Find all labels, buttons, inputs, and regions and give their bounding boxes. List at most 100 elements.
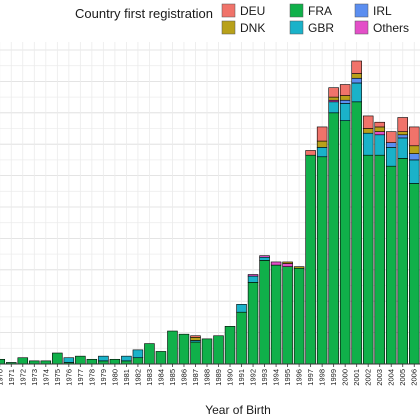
legend-label-fra: FRA	[308, 4, 332, 18]
bar-segment-fra-1997	[305, 154, 316, 365]
bar-segment-gbr-1991	[236, 304, 247, 313]
bar-segment-fra-1988	[201, 338, 213, 365]
bar-segment-fra-2004	[385, 165, 397, 365]
x-tick-label: 2001	[352, 369, 361, 386]
bar-segment-gbr-2002	[362, 132, 374, 156]
bar-segment-gbr-2004	[385, 147, 397, 167]
bar-segment-fra-1982	[132, 357, 144, 365]
bar-segment-fra-2001	[351, 101, 362, 365]
bar-segment-others-1994	[270, 261, 282, 266]
bar-segment-fra-1986	[178, 333, 190, 365]
bar-segment-deu-1987	[190, 335, 201, 338]
bar-segment-fra-1972	[17, 357, 29, 365]
bar-segment-dnk-2001	[351, 73, 362, 79]
x-tick-label: 1976	[64, 369, 73, 386]
bar-segment-irl-2004	[385, 142, 397, 148]
bar-segment-deu-2005	[397, 117, 408, 132]
bars	[0, 60, 420, 365]
bar-segment-deu-2004	[385, 131, 397, 143]
bar-segment-others-1993	[259, 255, 270, 258]
x-tick-label: 1991	[237, 369, 246, 386]
bar-segment-fra-1983	[144, 343, 155, 365]
bar-segment-deu-2001	[351, 60, 362, 74]
x-tick-label: 1984	[156, 369, 165, 386]
x-tick-label: 1990	[226, 369, 235, 386]
bar-segment-dnk-2006	[408, 145, 420, 154]
x-tick-label: 1986	[179, 369, 188, 386]
bar-segment-fra-1992	[247, 282, 259, 365]
bar-segment-dnk-1996	[293, 266, 305, 269]
legend-label-dnk: DNK	[240, 21, 265, 35]
bar-segment-fra-1994	[270, 264, 282, 365]
bar-segment-gbr-1992	[247, 275, 259, 283]
x-tick-label: 1979	[99, 369, 108, 386]
x-tick-label: 1973	[30, 369, 39, 386]
bar-segment-fra-1990	[224, 326, 236, 365]
bar-segment-fra-1970	[0, 358, 6, 365]
x-tick-label: 1987	[191, 369, 200, 386]
x-axis-title: Year of Birth	[205, 403, 271, 417]
bar-segment-gbr-1998	[316, 147, 328, 158]
x-tick-label: 2003	[375, 369, 384, 386]
x-tick-label: 1997	[306, 369, 315, 386]
bar-segment-dnk-1998	[316, 140, 328, 148]
bar-segment-gbr-1982	[132, 349, 144, 359]
bar-segment-irl-2000	[339, 99, 351, 104]
bar-segment-fra-2000	[339, 120, 351, 365]
bar-segment-others-1992	[247, 274, 259, 277]
legend-label-irl: IRL	[373, 4, 392, 18]
bar-segment-fra-1985	[167, 330, 178, 365]
legend-swatch-irl	[354, 3, 369, 18]
bar-segment-irl-2001	[351, 77, 362, 84]
bar-segment-deu-1998	[316, 126, 328, 142]
x-tick-label: 1977	[76, 369, 85, 386]
bar-segment-fra-1978	[86, 358, 98, 365]
bar-segment-gbr-1999	[328, 101, 339, 114]
bar-segment-dnk-2002	[362, 128, 374, 134]
x-tick-label: 1974	[41, 369, 50, 386]
bar-segment-gbr-2005	[397, 137, 408, 159]
bar-segment-fra-1977	[75, 355, 86, 365]
bar-segment-fra-1984	[155, 351, 167, 365]
bar-segment-gbr-1981	[121, 355, 132, 362]
bar-segment-fra-2003	[374, 154, 385, 365]
x-tick-label: 1975	[53, 369, 62, 386]
bar-segment-dnk-2000	[339, 95, 351, 101]
bar-segment-fra-1991	[236, 311, 247, 365]
x-tick-label: 1999	[329, 369, 338, 386]
x-tick-label: 1971	[7, 369, 16, 386]
bar-segment-fra-1999	[328, 112, 339, 365]
bar-segment-deu-2006	[408, 126, 420, 147]
x-tick-label: 1981	[122, 369, 131, 386]
bar-segment-gbr-1976	[63, 357, 75, 363]
legend-swatch-gbr	[289, 20, 304, 35]
bar-segment-gbr-1993	[259, 256, 270, 261]
bar-segment-others-1995	[282, 263, 293, 267]
legend-label-others: Others	[373, 21, 409, 35]
bar-segment-gbr-2006	[408, 159, 420, 184]
legend-swatch-fra	[289, 3, 304, 18]
x-tick-label: 1995	[283, 369, 292, 386]
legend-swatch-dnk	[221, 20, 236, 35]
x-tick-label: 2000	[341, 369, 350, 386]
bar-segment-fra-2006	[408, 183, 420, 365]
x-tick-label: 1972	[18, 369, 27, 386]
bar-segment-deu-1997	[305, 150, 316, 156]
bar-segment-dnk-1995	[282, 261, 293, 264]
x-tick-label: 1980	[110, 369, 119, 386]
bar-segment-irl-2006	[408, 153, 420, 161]
bar-segment-gbr-2000	[339, 103, 351, 121]
x-tick-label: 1978	[87, 369, 96, 386]
x-tick-label: 1988	[203, 369, 212, 386]
bar-segment-fra-1987	[190, 341, 201, 365]
legend-swatch-others	[354, 20, 369, 35]
bar-segment-irl-2005	[397, 134, 408, 139]
x-tick-label: 1989	[214, 369, 223, 386]
x-tick-label: 1996	[295, 369, 304, 386]
bar-segment-deu-1999	[328, 87, 339, 98]
x-tick-label: 1983	[145, 369, 154, 386]
bar-segment-dnk-2003	[374, 126, 385, 132]
legend-label-deu: DEU	[240, 4, 265, 18]
x-tick-label: 1994	[272, 369, 281, 386]
